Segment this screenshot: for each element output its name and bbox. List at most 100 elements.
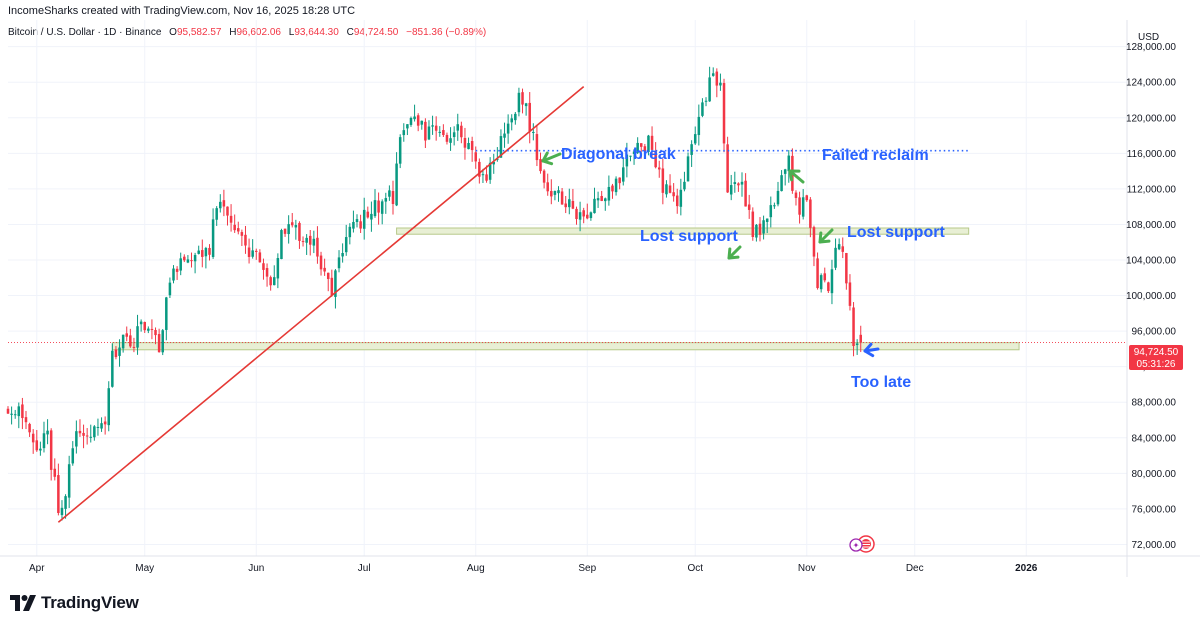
candle: [136, 314, 139, 355]
tradingview-logo[interactable]: TradingView: [10, 593, 139, 613]
candle-body: [251, 250, 254, 257]
price-axis-ticks: 72,000.00 76,000.00 80,000.00 84,000.00 88,0…: [1126, 42, 1176, 551]
candle-body: [546, 182, 549, 192]
candle: [611, 183, 614, 199]
candle: [147, 326, 150, 334]
candle-body: [406, 124, 409, 129]
candle: [830, 259, 834, 305]
candle-body: [470, 141, 474, 151]
candle-body: [420, 120, 424, 125]
candle-body: [93, 426, 96, 438]
candle: [478, 158, 481, 184]
high-label: H: [229, 27, 237, 38]
candle-body: [172, 268, 175, 281]
candle-body: [773, 205, 776, 207]
candle: [751, 207, 755, 241]
candle-body: [467, 143, 470, 150]
candle-body: [722, 83, 726, 144]
candle-body: [64, 496, 67, 509]
candle-body: [654, 151, 657, 168]
candle: [6, 406, 10, 415]
candle: [460, 121, 463, 144]
candle-body: [161, 330, 164, 353]
candle-body: [10, 413, 13, 415]
candle-body: [391, 191, 395, 204]
candle: [272, 265, 276, 286]
candle: [132, 337, 136, 353]
candle-body: [67, 464, 71, 498]
candle: [665, 180, 668, 198]
candle: [67, 455, 71, 509]
candle-body: [337, 257, 341, 269]
candle: [719, 73, 722, 91]
candle-body: [618, 177, 621, 184]
candle: [622, 157, 625, 186]
arrow-shaft: [541, 152, 562, 163]
candle-body: [650, 135, 654, 150]
candle: [139, 319, 143, 332]
candle: [229, 204, 233, 232]
brand-name: TradingView: [41, 593, 139, 612]
label-diagonal-break: Diagonal break: [561, 146, 676, 163]
candle-body: [121, 334, 125, 349]
candle-body: [632, 151, 636, 154]
arrow-head: [818, 231, 831, 244]
candle: [819, 273, 823, 293]
candle: [388, 185, 391, 201]
candle-body: [711, 73, 715, 76]
label-failed-reclaim: Failed reclaim: [822, 147, 929, 164]
candle-body: [593, 198, 596, 214]
candle-body: [100, 423, 103, 429]
arrow-failed-reclaim: [788, 169, 805, 184]
candle: [290, 213, 294, 228]
candle: [841, 237, 845, 259]
candle: [35, 429, 39, 452]
candle-body: [298, 222, 301, 241]
candle: [733, 171, 737, 193]
price-tick-label: 116,000.00: [1127, 149, 1177, 160]
candle: [237, 221, 240, 235]
candle-body: [326, 272, 330, 280]
candle: [24, 410, 28, 430]
candle: [161, 329, 164, 356]
candle-body: [262, 263, 265, 270]
candle-body: [17, 406, 21, 417]
candle: [129, 328, 132, 348]
candle-body: [57, 475, 60, 513]
time-axis-ticks[interactable]: Apr May Jun Jul Aug Sep Oct Nov Dec 2026: [29, 563, 1038, 574]
candle: [201, 239, 204, 268]
candle-body: [622, 167, 625, 182]
candle: [535, 124, 539, 167]
candle-body: [215, 208, 218, 220]
candle: [82, 424, 85, 449]
event-flag-icon[interactable]: ✦: [849, 535, 875, 553]
candle-body: [208, 247, 211, 255]
candle: [675, 188, 679, 214]
candle: [593, 187, 596, 214]
candle: [596, 191, 600, 208]
candle: [726, 136, 729, 193]
candle-body: [13, 414, 17, 416]
grid: [8, 20, 1127, 556]
price-tick-label: 96,000.00: [1132, 327, 1177, 338]
candle-body: [165, 297, 168, 330]
symbol-title[interactable]: Bitcoin / U.S. Dollar · 1D · Binance: [8, 27, 162, 38]
candle: [553, 190, 557, 201]
candle: [499, 129, 503, 158]
candle-body: [438, 131, 442, 133]
candle-body: [190, 260, 193, 262]
candle: [323, 258, 326, 276]
candle-body: [78, 430, 82, 434]
candle-body: [834, 247, 837, 268]
candle: [614, 176, 618, 196]
candle: [787, 150, 791, 183]
candle-body: [445, 134, 449, 142]
arrow-shaft: [818, 228, 834, 244]
currency-label[interactable]: USD: [1138, 32, 1159, 43]
candle-body: [373, 200, 377, 217]
candle-body: [819, 275, 823, 290]
candle: [337, 250, 341, 273]
candle-body: [492, 161, 495, 165]
candle-body: [294, 225, 298, 228]
